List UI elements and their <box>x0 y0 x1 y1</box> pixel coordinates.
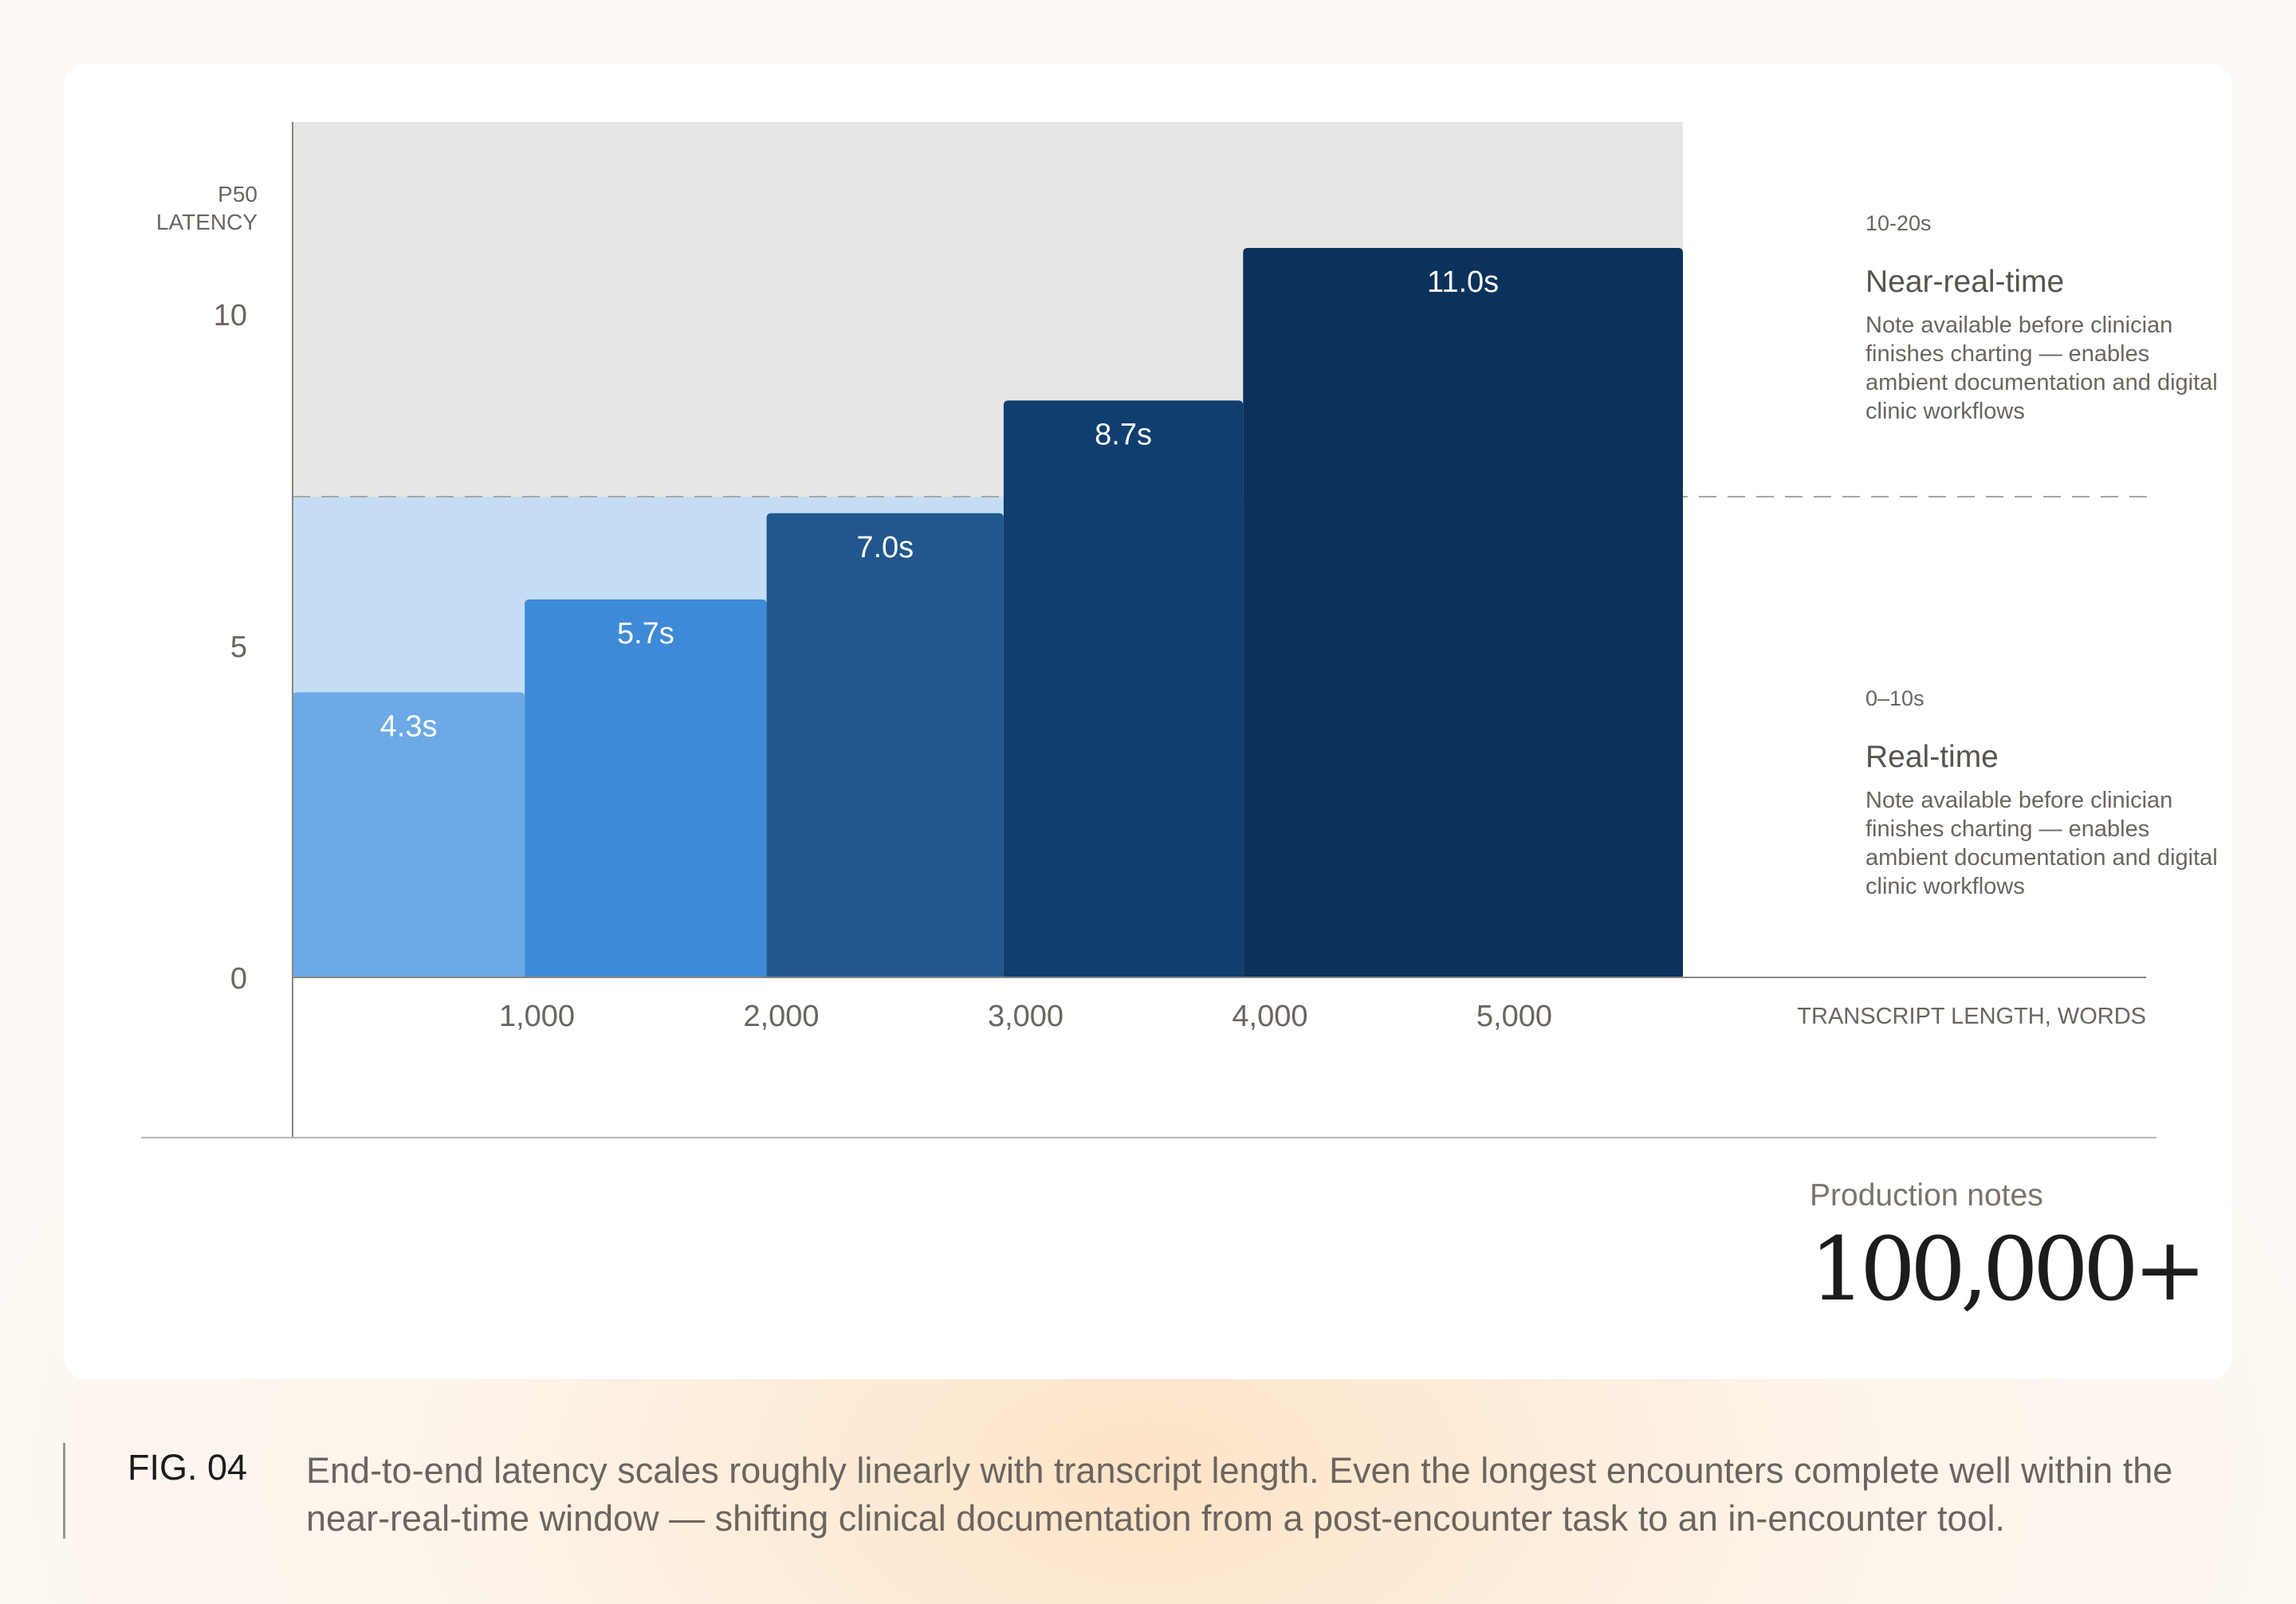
x-tick-label: 2,000 <box>743 1000 819 1033</box>
y-tick-label: 5 <box>230 631 247 664</box>
y-tick-label: 0 <box>230 962 247 996</box>
zone-realtime-name: Real-time <box>1866 740 1999 774</box>
bar-value-label: 7.0s <box>856 531 914 564</box>
bar-value-label: 8.7s <box>1095 418 1152 451</box>
chart-card: 4.3s 5.7s 7.0s 8.7s 11.0s 0 5 10 P50 LATENCY 1,000… <box>64 64 2232 1379</box>
zone-realtime-range: 0–10s <box>1866 686 1924 710</box>
zone-near-real-time: 10-20s Near-real-time Note available bef… <box>1866 211 2232 426</box>
figure-caption: End-to-end latency scales roughly linear… <box>306 1450 2173 1539</box>
production-notes: Production notes 100,000+ <box>1810 1178 2207 1320</box>
x-tick-label: 4,000 <box>1232 1000 1307 1033</box>
production-notes-label: Production notes <box>1810 1178 2043 1213</box>
bar-4 <box>1003 400 1244 977</box>
zone-realtime-desc: Note available before clinician finishes… <box>1866 788 2218 899</box>
y-axis-title-line1: P50 <box>218 182 258 206</box>
bar-value-label: 5.7s <box>617 617 674 651</box>
bar-1 <box>293 692 525 977</box>
bar-5 <box>1243 248 1683 977</box>
zone-real-time: 0–10s Real-time Note available before cl… <box>1866 686 2232 901</box>
latency-chart: 4.3s 5.7s 7.0s 8.7s 11.0s 0 5 10 P50 LATENCY 1,000… <box>141 122 2156 1138</box>
x-tick-label: 3,000 <box>988 1000 1063 1033</box>
bar-2 <box>525 599 767 977</box>
zone-near-desc: Note available before clinician finishes… <box>1866 313 2218 424</box>
zone-near-range: 10-20s <box>1866 211 1932 235</box>
y-tick-label: 10 <box>214 299 247 332</box>
production-notes-value: 100,000+ <box>1810 1218 2207 1320</box>
y-axis-title-line2: LATENCY <box>156 210 258 234</box>
bar-value-label: 11.0s <box>1427 265 1499 299</box>
figure-label: FIG. 04 <box>128 1447 248 1488</box>
zone-near-name: Near-real-time <box>1866 265 2065 299</box>
caption-divider <box>63 1443 65 1539</box>
bar-3 <box>766 513 1004 977</box>
x-tick-label: 5,000 <box>1476 1000 1552 1033</box>
x-axis-title: TRANSCRIPT LENGTH, WORDS <box>1797 1004 2146 1029</box>
bar-value-label: 4.3s <box>380 710 438 743</box>
x-tick-label: 1,000 <box>499 1000 575 1033</box>
